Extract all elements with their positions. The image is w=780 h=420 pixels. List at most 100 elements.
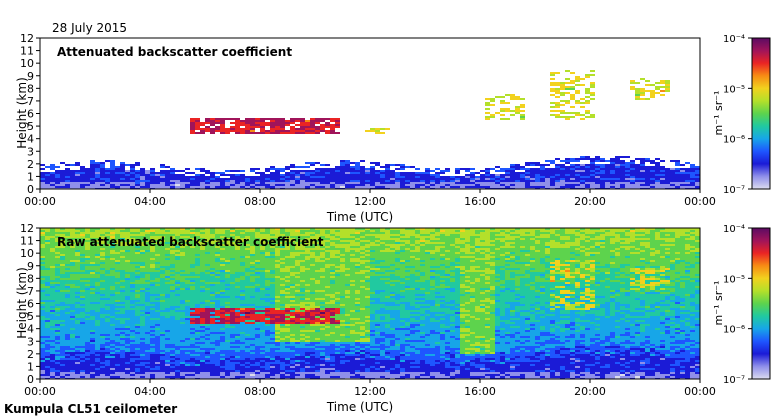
heatmap-cell — [165, 238, 170, 240]
heatmap-cell — [570, 158, 575, 160]
heatmap-cell — [165, 268, 170, 270]
heatmap-cell — [185, 288, 190, 290]
heatmap-cell — [60, 286, 65, 288]
heatmap-cell — [230, 334, 235, 336]
heatmap-cell — [250, 180, 255, 182]
heatmap-cell — [490, 184, 495, 186]
heatmap-cell — [635, 182, 640, 184]
heatmap-cell — [130, 340, 135, 342]
heatmap-cell — [400, 182, 405, 184]
heatmap-cell — [215, 308, 220, 310]
heatmap-cell — [320, 130, 325, 132]
heatmap-cell — [120, 182, 125, 184]
heatmap-cell — [65, 330, 70, 332]
heatmap-cell — [90, 310, 95, 312]
heatmap-cell — [170, 316, 175, 318]
heatmap-cell — [190, 346, 195, 348]
heatmap-cell — [40, 256, 45, 258]
heatmap-cell — [120, 176, 125, 178]
heatmap-cell — [135, 172, 140, 174]
heatmap-cell — [510, 164, 515, 166]
heatmap-cell — [70, 288, 75, 290]
heatmap-cell — [90, 182, 95, 184]
heatmap-cell — [215, 348, 220, 350]
heatmap-cell — [75, 286, 80, 288]
heatmap-cell — [40, 364, 45, 366]
heatmap-cell — [115, 324, 120, 326]
heatmap-cell — [350, 170, 355, 172]
heatmap-cell — [90, 318, 95, 320]
heatmap-cell — [60, 284, 65, 286]
heatmap-cell — [125, 288, 130, 290]
heatmap-cell — [355, 170, 360, 172]
heatmap-cell — [130, 358, 135, 360]
heatmap-cell — [155, 246, 160, 248]
heatmap-cell — [60, 358, 65, 360]
heatmap-cell — [60, 362, 65, 364]
heatmap-cell — [105, 270, 110, 272]
heatmap-cell — [230, 186, 235, 188]
heatmap-cell — [270, 130, 275, 132]
heatmap-cell — [225, 356, 230, 358]
heatmap-cell — [130, 280, 135, 282]
heatmap-cell — [80, 376, 85, 378]
heatmap-cell — [140, 264, 145, 266]
heatmap-cell — [145, 298, 150, 300]
heatmap-cell — [225, 170, 230, 172]
heatmap-cell — [125, 254, 130, 256]
heatmap-cell — [80, 316, 85, 318]
heatmap-cell — [125, 266, 130, 268]
heatmap-cell — [40, 344, 45, 346]
heatmap-cell — [125, 320, 130, 322]
heatmap-cell — [500, 118, 505, 120]
heatmap-cell — [285, 172, 290, 174]
heatmap-cell — [125, 244, 130, 246]
heatmap-cell — [125, 368, 130, 370]
heatmap-cell — [190, 374, 195, 376]
heatmap-cell — [215, 304, 220, 306]
heatmap-cell — [640, 160, 645, 162]
heatmap-cell — [655, 176, 660, 178]
heatmap-cell — [525, 184, 530, 186]
heatmap-cell — [335, 186, 340, 188]
heatmap-cell — [160, 300, 165, 302]
y-axis-label: Height (km) — [15, 77, 29, 148]
heatmap-cell — [160, 264, 165, 266]
heatmap-cell — [230, 182, 235, 184]
heatmap-cell — [105, 168, 110, 170]
heatmap-cell — [225, 366, 230, 368]
heatmap-cell — [190, 310, 195, 312]
heatmap-cell — [625, 156, 630, 158]
heatmap-cell — [65, 284, 70, 286]
heatmap-cell — [620, 168, 625, 170]
heatmap-cell — [45, 172, 50, 174]
heatmap-cell — [100, 310, 105, 312]
heatmap-cell — [565, 100, 570, 102]
heatmap-cell — [155, 252, 160, 254]
heatmap-cell — [560, 172, 565, 174]
heatmap-cell — [95, 340, 100, 342]
heatmap-cell — [105, 308, 110, 310]
heatmap-cell — [290, 166, 295, 168]
heatmap-cell — [125, 348, 130, 350]
heatmap-cell — [165, 366, 170, 368]
heatmap-cell — [80, 292, 85, 294]
heatmap-cell — [150, 330, 155, 332]
heatmap-cell — [490, 186, 495, 188]
heatmap-cell — [120, 280, 125, 282]
heatmap-cell — [85, 348, 90, 350]
heatmap-cell — [165, 308, 170, 310]
heatmap-cell — [165, 274, 170, 276]
heatmap-cell — [670, 186, 675, 188]
heatmap-cell — [215, 120, 220, 122]
heatmap-cell — [305, 132, 310, 134]
heatmap-cell — [150, 230, 155, 232]
heatmap-cell — [155, 292, 160, 294]
heatmap-cell — [235, 282, 240, 284]
heatmap-cell — [225, 252, 230, 254]
heatmap-cell — [415, 180, 420, 182]
heatmap-cell — [600, 170, 605, 172]
heatmap-cell — [180, 312, 185, 314]
heatmap-cell — [60, 270, 65, 272]
heatmap-cell — [210, 348, 215, 350]
